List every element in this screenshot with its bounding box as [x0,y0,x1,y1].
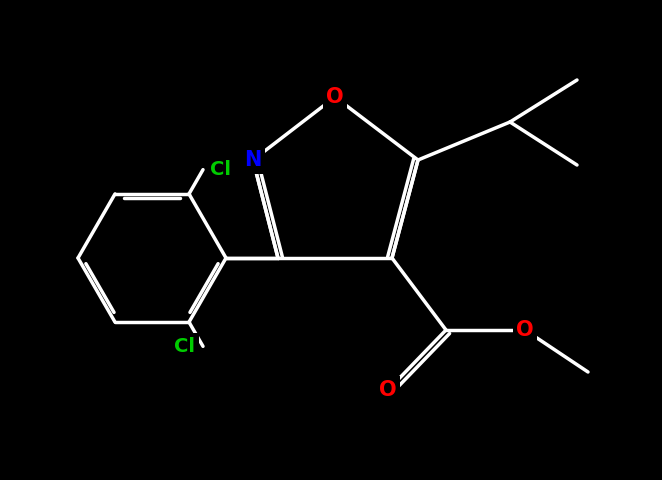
Text: N: N [244,150,261,170]
Text: O: O [379,380,397,400]
Text: O: O [326,87,344,107]
Text: Cl: Cl [211,160,232,179]
Text: Cl: Cl [175,337,195,356]
Text: O: O [516,320,534,340]
